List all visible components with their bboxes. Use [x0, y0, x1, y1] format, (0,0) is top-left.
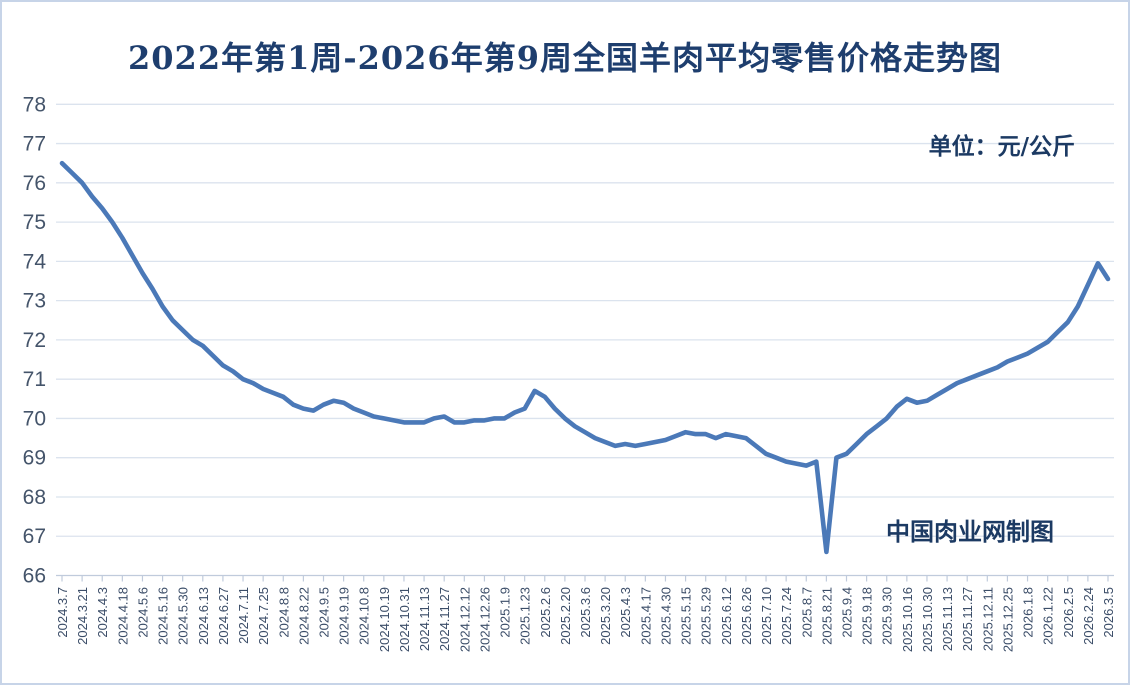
x-axis-label: 2025.6.12	[719, 587, 734, 645]
x-axis-label: 2024.9.5	[317, 587, 332, 638]
x-axis-label: 2025.9.30	[880, 587, 895, 645]
x-axis-label: 2024.6.27	[216, 587, 231, 645]
x-axis-label: 2025.6.26	[739, 587, 754, 645]
x-axis-label: 2024.5.30	[176, 587, 191, 645]
x-axis-label: 2025.1.23	[518, 587, 533, 645]
x-axis-label: 2025.7.10	[759, 587, 774, 645]
x-axis-label: 2024.5.6	[135, 587, 150, 638]
x-axis-label: 2024.7.11	[236, 587, 251, 644]
x-axis-label: 2025.3.6	[578, 587, 593, 638]
x-axis-label: 2025.5.15	[679, 587, 694, 645]
x-axis-label: 2025.2.6	[538, 587, 553, 638]
y-axis-label: 67	[23, 525, 46, 548]
y-axis-label: 70	[23, 407, 46, 430]
x-axis-label: 2025.12.11	[980, 587, 995, 651]
unit-label: 单位：元/公斤	[928, 133, 1075, 160]
x-axis-label: 2024.3.21	[75, 587, 90, 645]
y-axis-label: 66	[23, 565, 46, 588]
x-axis-label: 2025.9.4	[840, 587, 855, 638]
x-axis-label: 2026.1.22	[1041, 587, 1056, 645]
y-axis-label: 74	[23, 250, 47, 273]
x-axis-label: 2025.10.30	[920, 587, 935, 652]
x-axis-label: 2025.2.20	[558, 587, 573, 645]
x-axis-label: 2025.3.20	[598, 587, 613, 645]
chart-title: 2022年第1周-2026年第9周全国羊肉平均零售价格走势图	[128, 39, 1002, 77]
x-axis-label: 2025.9.18	[860, 587, 875, 645]
y-axis-label: 71	[23, 368, 46, 391]
x-axis-label: 2025.11.27	[960, 587, 975, 651]
x-axis-label: 2025.1.9	[498, 587, 513, 638]
x-axis-label: 2024.11.13	[417, 587, 432, 651]
x-axis-label: 2024.10.31	[397, 587, 412, 652]
x-axis-label: 2025.8.21	[819, 587, 834, 645]
x-axis-label: 2024.10.19	[377, 587, 392, 652]
x-axis-label: 2024.11.27	[437, 587, 452, 651]
x-axis-label: 2024.5.16	[156, 587, 171, 645]
x-axis-label: 2024.4.3	[95, 587, 110, 638]
x-axis-label: 2024.12.26	[477, 587, 492, 652]
x-axis-label: 2024.3.7	[55, 587, 70, 638]
y-axis-label: 75	[23, 211, 46, 234]
x-axis-label: 2024.7.25	[256, 587, 271, 645]
x-axis-label: 2025.12.25	[1000, 587, 1015, 652]
price-line	[59, 160, 1111, 555]
x-axis-label: 2026.1.8	[1021, 587, 1036, 638]
y-axis-label: 77	[23, 133, 46, 156]
x-axis-label: 2024.10.8	[357, 587, 372, 645]
x-axis-label: 2025.5.29	[699, 587, 714, 645]
y-axis-label: 68	[23, 486, 46, 509]
x-axis-label: 2025.4.3	[618, 587, 633, 638]
x-axis-label: 2025.11.13	[940, 587, 955, 651]
y-axis-label: 69	[23, 447, 46, 470]
x-axis-label: 2026.2.5	[1061, 587, 1076, 638]
x-axis-label: 2026.3.5	[1101, 587, 1116, 638]
y-axis-label: 78	[23, 93, 46, 116]
x-axis-label: 2024.12.12	[457, 587, 472, 652]
watermark-label: 中国肉业网制图	[886, 517, 1054, 546]
x-axis-label: 2025.8.7	[799, 587, 814, 638]
x-axis-label: 2024.8.22	[296, 587, 311, 645]
y-axis-label: 72	[23, 329, 46, 352]
x-axis-label: 2024.8.8	[276, 587, 291, 638]
x-axis-label: 2024.6.13	[196, 587, 211, 645]
y-axis-label: 73	[23, 290, 46, 313]
x-axis-label: 2024.4.18	[115, 587, 130, 645]
x-axis-label: 2025.4.30	[658, 587, 673, 645]
x-axis-label: 2026.2.24	[1081, 587, 1096, 645]
y-axis-label: 76	[23, 172, 46, 195]
x-axis-label: 2025.10.16	[900, 587, 915, 652]
x-axis-label: 2025.4.17	[638, 587, 653, 645]
x-axis-label: 2025.7.24	[779, 587, 794, 645]
x-axis-label: 2024.9.19	[337, 587, 352, 645]
